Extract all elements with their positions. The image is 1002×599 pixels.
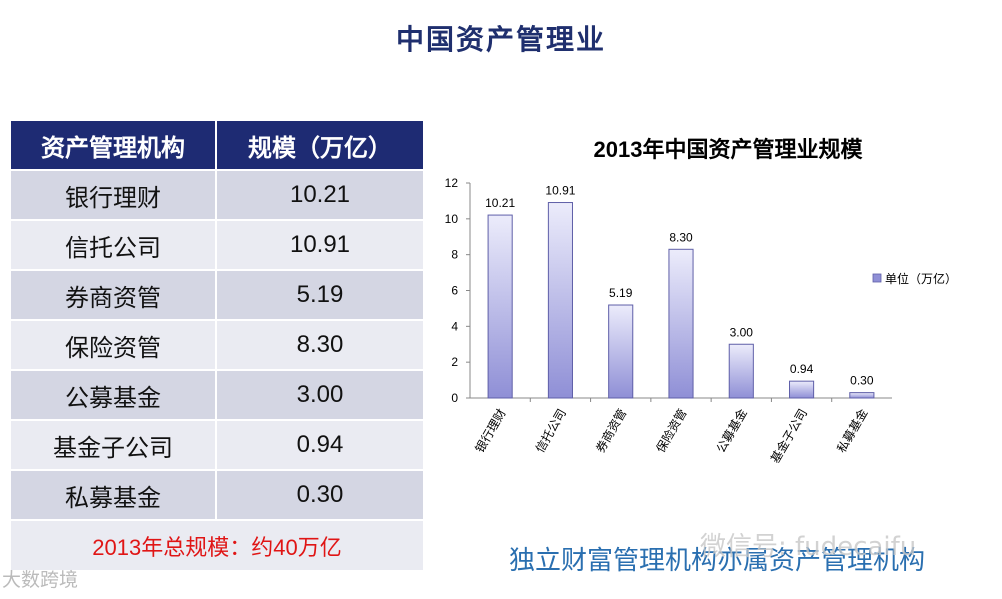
asset-management-table: 资产管理机构 规模（万亿） 银行理财 10.21 信托公司 10.91 券商资管…	[11, 121, 423, 570]
institution-name: 公募基金	[11, 369, 217, 420]
column-header-scale: 规模（万亿）	[216, 121, 423, 170]
y-tick-label: 2	[451, 355, 458, 369]
table-row: 券商资管 5.19	[11, 269, 423, 320]
category-label: 券商资管	[592, 406, 629, 455]
data-label: 3.00	[730, 325, 754, 339]
bar	[547, 202, 573, 399]
page-title: 中国资产管理业	[395, 23, 606, 56]
table-header-row: 资产管理机构 规模（万亿）	[11, 121, 423, 170]
bar	[668, 248, 694, 399]
institution-name: 私募基金	[11, 469, 217, 520]
bar	[789, 380, 815, 399]
data-label: 0.30	[850, 374, 874, 388]
scale-value: 0.30	[216, 469, 423, 520]
y-tick-label: 10	[445, 212, 459, 226]
institution-name: 银行理财	[11, 169, 217, 220]
total-scale-label: 2013年总规模：约40万亿	[11, 519, 423, 570]
bar	[608, 304, 634, 399]
y-tick-label: 12	[445, 176, 459, 190]
data-label: 8.30	[669, 230, 693, 244]
scale-value: 3.00	[216, 369, 423, 420]
table-row: 私募基金 0.30	[11, 469, 423, 520]
table-row: 公募基金 3.00	[11, 369, 423, 420]
legend-label: 单位（万亿）	[885, 271, 957, 286]
category-label: 保险资管	[653, 406, 690, 455]
institution-name: 信托公司	[11, 219, 217, 270]
y-tick-label: 4	[451, 319, 458, 333]
scale-value: 8.30	[216, 319, 423, 370]
scale-value: 10.91	[216, 219, 423, 270]
watermark-wechat: 微信号: fudecaifu	[700, 532, 917, 562]
scale-value: 10.21	[216, 169, 423, 220]
bar	[487, 214, 513, 399]
category-label: 银行理财	[473, 407, 509, 456]
data-label: 10.21	[485, 196, 515, 210]
category-label: 基金子公司	[767, 406, 810, 465]
scale-value: 0.94	[216, 419, 423, 470]
chart-legend: 单位（万亿）	[872, 271, 957, 286]
table-row: 保险资管 8.30	[11, 319, 423, 370]
institution-name: 基金子公司	[11, 419, 217, 470]
category-label: 私募基金	[833, 406, 870, 455]
table-row: 银行理财 10.21	[11, 169, 423, 220]
data-label: 5.19	[609, 286, 633, 300]
institution-name: 券商资管	[11, 269, 217, 320]
table-row: 信托公司 10.91	[11, 219, 423, 270]
y-tick-label: 8	[451, 248, 458, 262]
category-label: 公募基金	[713, 406, 750, 455]
bottom-caption: 独立财富管理机构亦属资产管理机构	[509, 546, 926, 576]
y-tick-label: 6	[451, 284, 458, 298]
column-header-institution: 资产管理机构	[11, 121, 217, 170]
data-label: 0.94	[790, 362, 814, 376]
watermark-logo: 大数跨境	[2, 569, 79, 591]
category-label: 信托公司	[533, 407, 569, 456]
table-row: 基金子公司 0.94	[11, 419, 423, 470]
data-label: 10.91	[545, 184, 575, 198]
y-tick-label: 0	[451, 391, 458, 405]
institution-name: 保险资管	[11, 319, 217, 370]
legend-swatch	[872, 273, 882, 283]
bar	[728, 343, 754, 399]
table-total-row: 2013年总规模：约40万亿	[11, 519, 423, 570]
asset-scale-bar-chart: 2013年中国资产管理业规模 0 2 4 6 8 10 12 10.21 银行理财 10.91 信…	[445, 137, 957, 465]
scale-value: 5.19	[216, 269, 423, 320]
bar	[849, 392, 875, 399]
chart-title: 2013年中国资产管理业规模	[594, 137, 864, 162]
